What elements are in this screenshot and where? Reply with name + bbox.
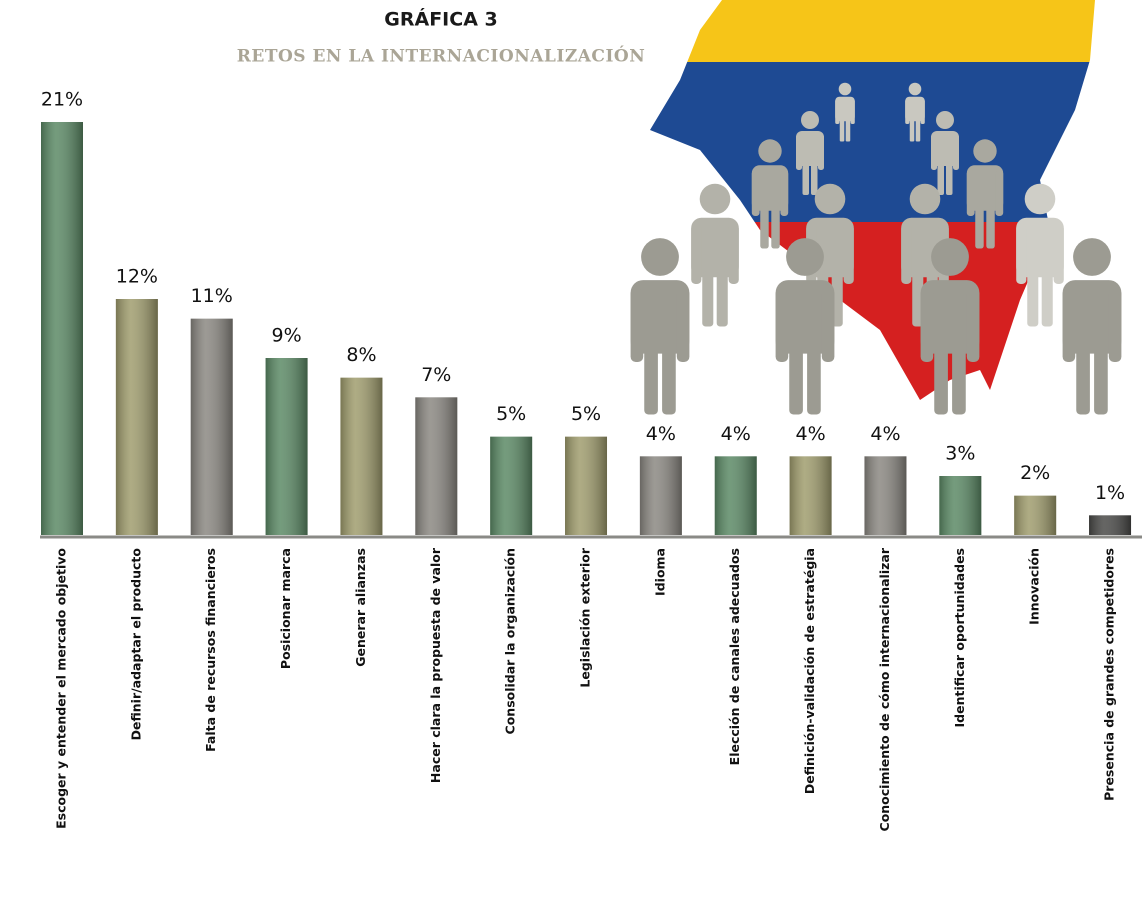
x-tick-label: Identificar oportunidades [952, 548, 967, 727]
x-tick-label: Conocimiento de cómo internacionalizar [877, 547, 892, 831]
x-tick-label: Hacer clara la propuesta de valor [428, 547, 443, 783]
value-label: 12% [116, 266, 158, 288]
x-tick-label: Legislación exterior [578, 547, 593, 687]
value-label: 4% [870, 423, 900, 445]
x-tick-label: Elección de canales adecuados [727, 548, 742, 765]
chart-subtitle: RETOS EN LA INTERNACIONALIZACIÓN [237, 46, 646, 67]
value-label: 4% [796, 423, 826, 445]
x-tick-label: Consolidar la organización [503, 548, 518, 734]
value-label: 7% [421, 364, 451, 386]
value-label: 5% [571, 403, 601, 425]
bar-shade [1089, 515, 1132, 535]
chart-title: GRÁFICA 3 [384, 8, 497, 31]
x-tick-label: Posicionar marca [278, 548, 293, 669]
bar-shade [41, 122, 83, 535]
bar-shade [565, 436, 608, 535]
bar-shade [115, 299, 158, 535]
bar-shade [1014, 495, 1057, 535]
bar-shade [939, 476, 982, 535]
bar-shade [265, 358, 308, 535]
bar-shade [190, 318, 233, 535]
value-label: 2% [1020, 462, 1050, 484]
bar-shade [789, 456, 832, 535]
value-label: 1% [1095, 482, 1125, 504]
value-label: 8% [346, 344, 376, 366]
x-tick-label: Presencia de grandes competidores [1102, 548, 1117, 801]
x-tick-label: Falta de recursos financieros [203, 548, 218, 752]
bar-shade [340, 377, 383, 535]
value-label: 4% [721, 423, 751, 445]
value-label: 3% [945, 443, 975, 465]
x-tick-label: Innovación [1027, 548, 1042, 625]
bar-shade [639, 456, 682, 535]
value-label: 11% [191, 285, 233, 307]
value-label: 5% [496, 403, 526, 425]
x-tick-label: Escoger y entender el mercado objetivo [54, 548, 69, 829]
value-label: 21% [41, 89, 83, 111]
value-label: 9% [272, 325, 302, 347]
x-tick-label: Idioma [652, 548, 667, 596]
x-tick-label: Definición-validación de estratégia [802, 548, 817, 794]
value-label: 4% [646, 423, 676, 445]
bar-shade [864, 456, 907, 535]
x-tick-label: Generar alianzas [353, 548, 368, 667]
bar-shade [415, 397, 458, 535]
x-tick-label: Definir/adaptar el producto [128, 548, 143, 741]
bar-shade [714, 456, 757, 535]
bar-shade [490, 436, 533, 535]
